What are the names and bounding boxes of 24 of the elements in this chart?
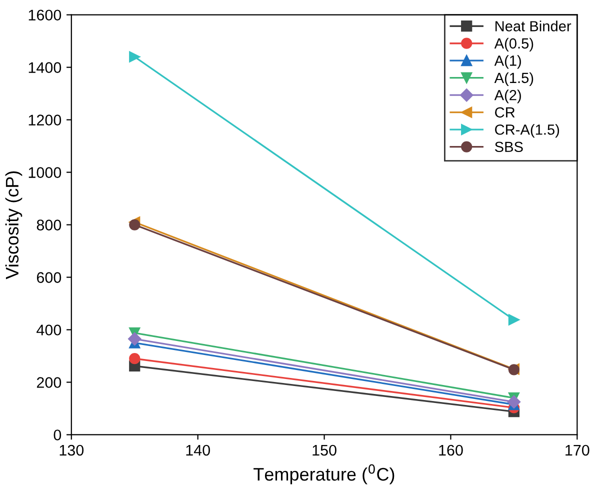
- y-tick-label: 1600: [28, 10, 62, 21]
- legend-label: CR: [495, 107, 515, 118]
- x-tick-label: 130: [60, 444, 84, 456]
- x-tick-label: 140: [186, 444, 210, 456]
- y-tick-label: 1400: [28, 62, 62, 73]
- x-tick-label: 150: [312, 444, 336, 456]
- legend-label: A(0.5): [494, 38, 534, 52]
- legend-label: A(2): [494, 90, 521, 104]
- y-axis-title: Viscosity (cP): [5, 171, 22, 280]
- x-tick-label: 170: [566, 444, 590, 456]
- y-tick-label: 800: [36, 220, 62, 230]
- x-axis-title: Temperature ($^{0}$C): [254, 464, 394, 484]
- y-tick-label: 1200: [28, 114, 62, 126]
- y-tick-label: 400: [36, 324, 62, 336]
- y-tick-label: 1000: [28, 167, 62, 178]
- legend-label: A(1): [494, 55, 521, 69]
- x-tick-label: 160: [439, 444, 463, 456]
- y-tick-label: 0: [54, 430, 62, 440]
- y-tick-label: 200: [36, 377, 62, 388]
- legend-label: CR-A(1.5): [495, 124, 560, 138]
- y-tick-label: 600: [36, 272, 62, 283]
- legend-label: Neat Binder: [496, 20, 572, 32]
- legend-label: A(1.5): [494, 72, 534, 86]
- legend-label: SBS: [494, 142, 523, 152]
